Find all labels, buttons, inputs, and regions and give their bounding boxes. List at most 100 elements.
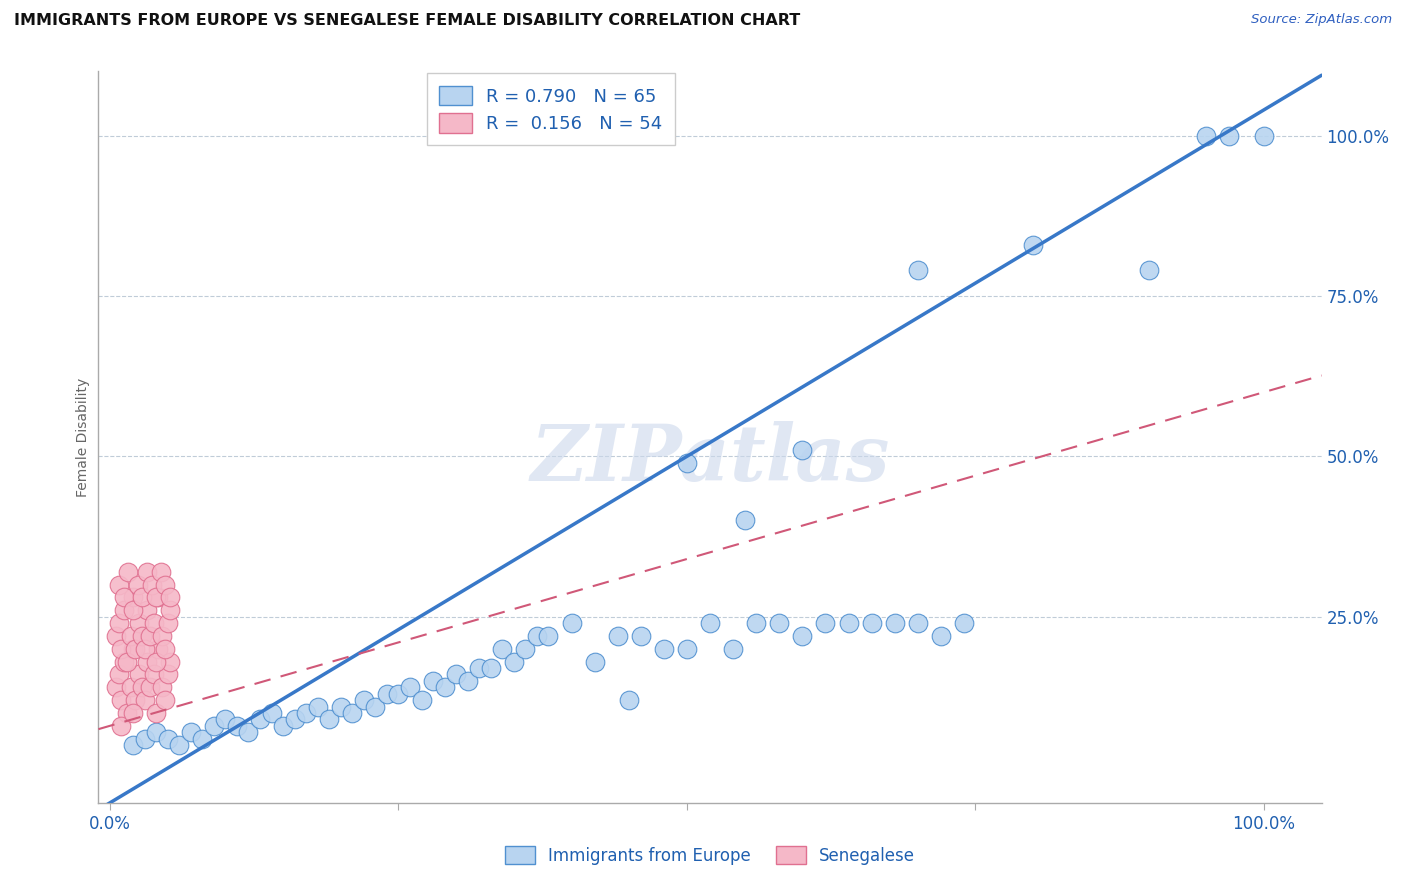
Point — [515, 641, 537, 656]
Point — [124, 693, 146, 707]
Point — [364, 699, 387, 714]
Point — [329, 699, 352, 714]
Point — [468, 661, 491, 675]
Point — [353, 693, 375, 707]
Point — [583, 655, 606, 669]
Y-axis label: Female Disability: Female Disability — [76, 377, 90, 497]
Point — [214, 712, 236, 726]
Point — [238, 725, 260, 739]
Point — [295, 706, 318, 720]
Point — [134, 641, 156, 656]
Point — [122, 738, 145, 752]
Point — [606, 629, 628, 643]
Point — [225, 719, 247, 733]
Point — [156, 667, 179, 681]
Point — [433, 681, 456, 695]
Point — [1137, 263, 1160, 277]
Point — [1253, 128, 1275, 143]
Point — [630, 629, 652, 643]
Point — [191, 731, 214, 746]
Point — [156, 731, 179, 746]
Point — [122, 641, 145, 656]
Point — [792, 442, 814, 457]
Point — [537, 629, 560, 643]
Point — [159, 655, 181, 669]
Point — [422, 673, 444, 688]
Point — [155, 693, 177, 707]
Point — [139, 629, 162, 643]
Point — [907, 263, 929, 277]
Point — [128, 616, 150, 631]
Point — [411, 693, 433, 707]
Point — [652, 641, 675, 656]
Point — [124, 641, 146, 656]
Point — [342, 706, 364, 720]
Point — [318, 712, 340, 726]
Point — [619, 693, 641, 707]
Point — [145, 725, 167, 739]
Point — [676, 641, 699, 656]
Point — [149, 565, 172, 579]
Point — [142, 667, 165, 681]
Point — [112, 655, 135, 669]
Point — [502, 655, 524, 669]
Point — [112, 591, 135, 605]
Point — [260, 706, 283, 720]
Point — [375, 687, 398, 701]
Point — [929, 629, 952, 643]
Point — [1218, 128, 1240, 143]
Point — [110, 693, 132, 707]
Point — [148, 591, 170, 605]
Point — [284, 712, 307, 726]
Point — [676, 456, 699, 470]
Text: IMMIGRANTS FROM EUROPE VS SENEGALESE FEMALE DISABILITY CORRELATION CHART: IMMIGRANTS FROM EUROPE VS SENEGALESE FEM… — [14, 13, 800, 29]
Point — [156, 616, 179, 631]
Point — [108, 577, 131, 591]
Text: Source: ZipAtlas.com: Source: ZipAtlas.com — [1251, 13, 1392, 27]
Point — [131, 629, 153, 643]
Point — [117, 565, 139, 579]
Point — [526, 629, 548, 643]
Point — [155, 641, 177, 656]
Point — [108, 667, 131, 681]
Point — [271, 719, 294, 733]
Point — [120, 681, 142, 695]
Point — [167, 738, 190, 752]
Point — [134, 693, 156, 707]
Point — [122, 706, 145, 720]
Point — [721, 641, 744, 656]
Point — [135, 603, 157, 617]
Point — [127, 577, 149, 591]
Point — [145, 655, 167, 669]
Point — [104, 629, 127, 643]
Point — [135, 655, 157, 669]
Point — [953, 616, 976, 631]
Point — [745, 616, 768, 631]
Point — [117, 706, 139, 720]
Point — [155, 577, 177, 591]
Point — [768, 616, 790, 631]
Text: ZIPatlas: ZIPatlas — [530, 421, 890, 497]
Point — [131, 591, 153, 605]
Point — [159, 591, 181, 605]
Point — [479, 661, 502, 675]
Point — [883, 616, 905, 631]
Point — [117, 655, 139, 669]
Point — [108, 616, 131, 631]
Point — [135, 565, 157, 579]
Point — [387, 687, 409, 701]
Point — [120, 629, 142, 643]
Point — [491, 641, 513, 656]
Point — [141, 577, 163, 591]
Point — [150, 681, 173, 695]
Legend: Immigrants from Europe, Senegalese: Immigrants from Europe, Senegalese — [495, 837, 925, 875]
Point — [128, 667, 150, 681]
Point — [134, 731, 156, 746]
Point — [131, 681, 153, 695]
Point — [112, 603, 135, 617]
Point — [444, 667, 467, 681]
Point — [837, 616, 859, 631]
Point — [307, 699, 329, 714]
Point — [1022, 237, 1045, 252]
Point — [145, 591, 167, 605]
